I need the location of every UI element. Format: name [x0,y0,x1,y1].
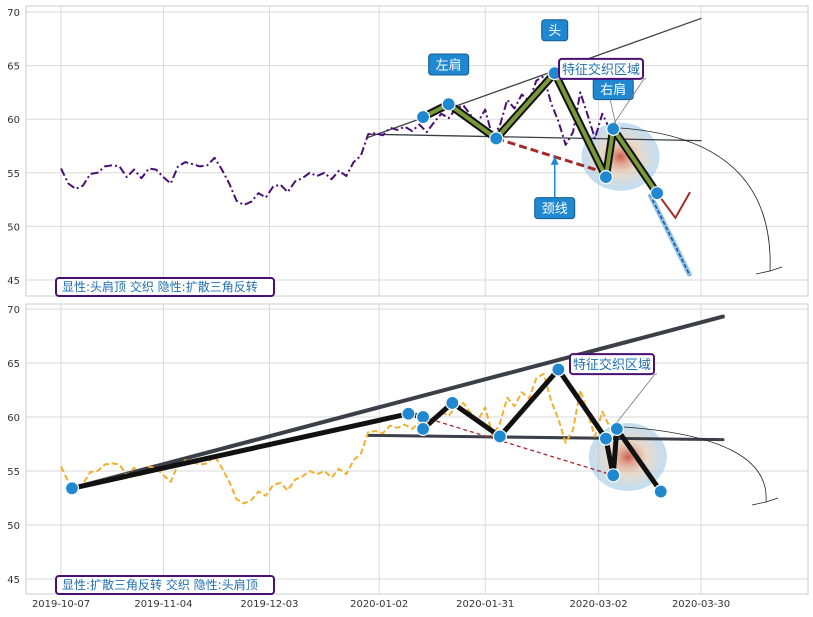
pattern-vertex-dot [415,409,431,425]
y-tick-label: 50 [7,222,20,233]
pattern-vertex-dot [598,169,614,185]
pattern-vertex-dot [489,131,504,146]
pattern-vertex-dot [415,421,431,436]
pattern-annotation: 头 [541,19,569,42]
y-tick-label: 60 [7,413,20,424]
neckline [495,137,607,175]
x-tick-label: 2020-03-02 [570,599,628,610]
lower-trendline [366,433,725,442]
price-series-line [60,372,611,505]
annotation-label: 特征交织区域 [562,62,640,78]
annotation-box [428,53,470,76]
lower-trendline [367,133,702,142]
pattern-vertex-dot [609,421,624,436]
neckline [422,416,614,476]
price-series-line [60,75,611,206]
pattern-caption: 显性:头肩顶 交织 隐性:扩散三角反转 [55,277,275,297]
x-tick-label: 2019-12-03 [240,599,298,610]
x-tick-label: 2020-01-02 [350,599,408,610]
y-tick-label: 65 [7,62,20,73]
pattern-vertex-dot [650,186,665,201]
annotation-box [558,57,645,80]
annotation-box [541,19,569,42]
x-tick-label: 2019-11-04 [134,599,192,610]
projection-arc [616,127,771,272]
caption-text: 显性:头肩顶 交织 隐性:扩散三角反转 [62,279,258,294]
annotation-label: 左肩 [436,58,462,74]
y-tick-label: 70 [7,8,20,19]
annotation-label: 右肩 [600,82,626,98]
breakdown-tail [656,191,691,220]
pattern-vertex-dot [653,484,668,499]
pattern-annotation: 右肩 [592,78,634,127]
caption-text: 显性:扩散三角反转 交织 隐性:头肩顶 [62,577,258,592]
pattern-caption: 显性:扩散三角反转 交织 隐性:头肩顶 [55,575,275,595]
pattern-vertex-dot [64,481,80,496]
x-tick-label: 2019-10-07 [32,599,90,610]
annotation-label: 特征交织区域 [573,357,651,373]
y-tick-label: 55 [7,467,20,478]
x-tick-label: 2020-01-31 [456,599,514,610]
y-tick-label: 45 [7,575,20,586]
caption-box [55,277,275,297]
pattern-vertex-dot [445,395,460,411]
projection-arc [620,426,767,503]
pattern-vertex-dot [606,468,621,483]
leader-line [612,78,647,125]
y-tick-label: 50 [7,521,20,532]
y-tick-label: 60 [7,115,20,126]
projection-target-mark [755,266,783,275]
y-tick-label: 45 [7,276,20,287]
region-annotation: 特征交织区域 [569,353,657,423]
pattern-annotation: 左肩 [428,53,470,76]
leader-line [616,373,657,423]
plot-frame [25,303,809,595]
region-annotation: 特征交织区域 [558,57,647,125]
upper-trendline [69,314,725,491]
pattern-vertex-dot [415,109,431,125]
annotation-box [569,353,655,376]
y-tick-label: 70 [7,305,20,316]
projection-target-mark [751,497,779,506]
annotation-label: 颈线 [542,202,568,217]
arrow-head [550,156,559,165]
y-tick-label: 55 [7,169,20,180]
y-tick-label: 65 [7,359,20,370]
caption-box [55,575,275,595]
projection-line [649,193,691,277]
pattern-vertex-dot [551,362,566,377]
pattern-vertex-dot [606,121,621,136]
plot-frame [25,5,809,297]
annotation-label: 头 [548,24,561,39]
pattern-vertex-dot [441,97,456,112]
pattern-annotation: 颈线 [534,156,576,220]
x-tick-label: 2020-03-30 [672,599,730,610]
pattern-vertex-dot [598,431,614,446]
pattern-vertex-dot [401,406,416,421]
pattern-vertex-dot [492,429,507,444]
